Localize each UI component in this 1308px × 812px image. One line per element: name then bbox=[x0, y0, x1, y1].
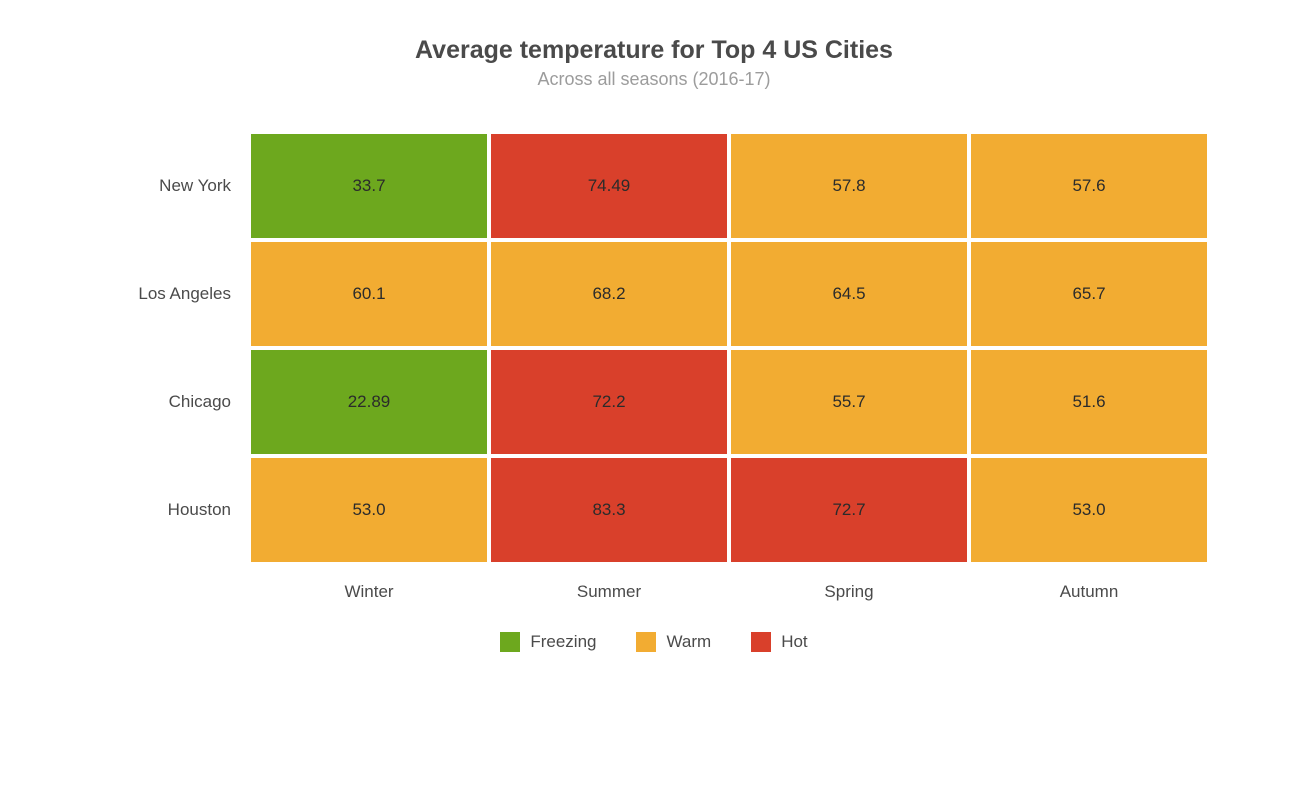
heatmap-row: 33.7 74.49 57.8 57.6 bbox=[249, 132, 1209, 240]
y-axis-label: Houston bbox=[99, 456, 239, 564]
heatmap-cell: 51.6 bbox=[969, 348, 1209, 456]
legend-label: Hot bbox=[781, 632, 807, 652]
axis-spacer bbox=[99, 572, 249, 602]
heatmap-cell: 57.8 bbox=[729, 132, 969, 240]
x-axis-label: Summer bbox=[489, 572, 729, 602]
heatmap-cell: 68.2 bbox=[489, 240, 729, 348]
heatmap-cell: 74.49 bbox=[489, 132, 729, 240]
x-axis: Winter Summer Spring Autumn bbox=[99, 572, 1209, 602]
heatmap-grid: 33.7 74.49 57.8 57.6 60.1 68.2 64.5 65.7… bbox=[249, 132, 1209, 564]
heatmap-cell: 22.89 bbox=[249, 348, 489, 456]
heatmap-row: 22.89 72.2 55.7 51.6 bbox=[249, 348, 1209, 456]
heatmap-chart: Average temperature for Top 4 US Cities … bbox=[0, 0, 1308, 812]
heatmap-cell: 55.7 bbox=[729, 348, 969, 456]
y-axis-label: Chicago bbox=[99, 348, 239, 456]
heatmap-cell: 83.3 bbox=[489, 456, 729, 564]
legend-item-warm: Warm bbox=[636, 632, 711, 652]
heatmap-cell: 65.7 bbox=[969, 240, 1209, 348]
x-axis-label: Autumn bbox=[969, 572, 1209, 602]
legend-label: Warm bbox=[666, 632, 711, 652]
heatmap-row: 53.0 83.3 72.7 53.0 bbox=[249, 456, 1209, 564]
legend-swatch bbox=[751, 632, 771, 652]
chart-title: Average temperature for Top 4 US Cities bbox=[415, 36, 893, 65]
legend-swatch bbox=[636, 632, 656, 652]
heatmap-cell: 53.0 bbox=[969, 456, 1209, 564]
legend-item-freezing: Freezing bbox=[500, 632, 596, 652]
heatmap-cell: 57.6 bbox=[969, 132, 1209, 240]
heatmap-cell: 60.1 bbox=[249, 240, 489, 348]
x-axis-label: Spring bbox=[729, 572, 969, 602]
legend-item-hot: Hot bbox=[751, 632, 807, 652]
heatmap-cell: 72.2 bbox=[489, 348, 729, 456]
y-axis: New York Los Angeles Chicago Houston bbox=[99, 132, 239, 564]
y-axis-label: New York bbox=[99, 132, 239, 240]
legend-label: Freezing bbox=[530, 632, 596, 652]
heatmap-cell: 72.7 bbox=[729, 456, 969, 564]
heatmap-cell: 53.0 bbox=[249, 456, 489, 564]
legend: Freezing Warm Hot bbox=[500, 632, 807, 652]
heatmap-cell: 33.7 bbox=[249, 132, 489, 240]
heatmap-row: 60.1 68.2 64.5 65.7 bbox=[249, 240, 1209, 348]
heatmap-cell: 64.5 bbox=[729, 240, 969, 348]
x-axis-label: Winter bbox=[249, 572, 489, 602]
plot-area: New York Los Angeles Chicago Houston 33.… bbox=[99, 132, 1209, 564]
legend-swatch bbox=[500, 632, 520, 652]
y-axis-label: Los Angeles bbox=[99, 240, 239, 348]
chart-subtitle: Across all seasons (2016-17) bbox=[537, 69, 770, 90]
